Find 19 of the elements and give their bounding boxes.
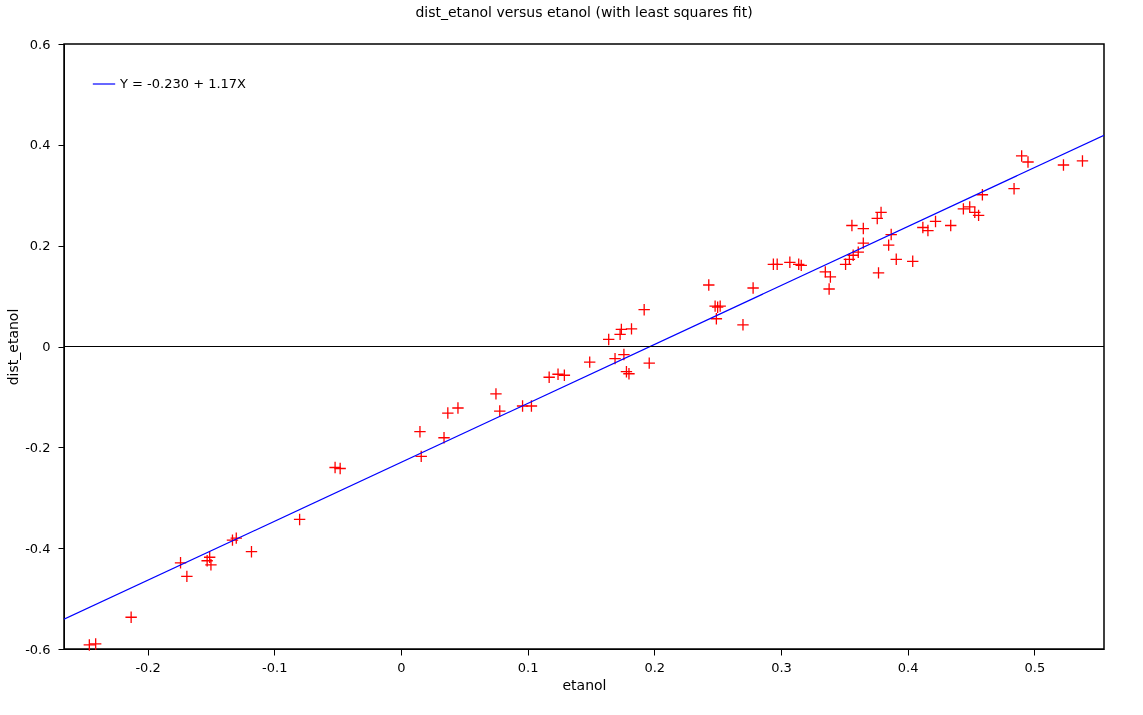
y-tick-label: 0: [42, 339, 51, 354]
chart-title: dist_etanol versus etanol (with least squares fit): [415, 4, 753, 20]
x-tick-label: 0.1: [517, 659, 539, 675]
y-tick-label: 0.4: [29, 137, 51, 153]
y-axis-title: dist_etanol: [5, 308, 22, 386]
x-tick-label: 0.2: [644, 659, 666, 675]
legend-label: Y = -0.230 + 1.17X: [119, 76, 247, 91]
y-tick-label: -0.6: [25, 641, 51, 657]
x-tick-label: -0.1: [262, 659, 288, 675]
x-tick-label: 0.3: [771, 659, 792, 675]
y-tick-label: 0.2: [29, 238, 51, 254]
x-axis-title: etanol: [562, 676, 607, 693]
y-tick-label: 0.6: [29, 36, 51, 52]
y-tick-label: -0.2: [25, 439, 51, 455]
x-tick-label: 0.5: [1024, 659, 1046, 675]
y-tick-label: -0.4: [25, 540, 51, 556]
x-tick-label: 0.4: [897, 659, 919, 675]
x-tick-label: 0: [397, 659, 406, 675]
x-tick-label: -0.2: [135, 659, 161, 675]
